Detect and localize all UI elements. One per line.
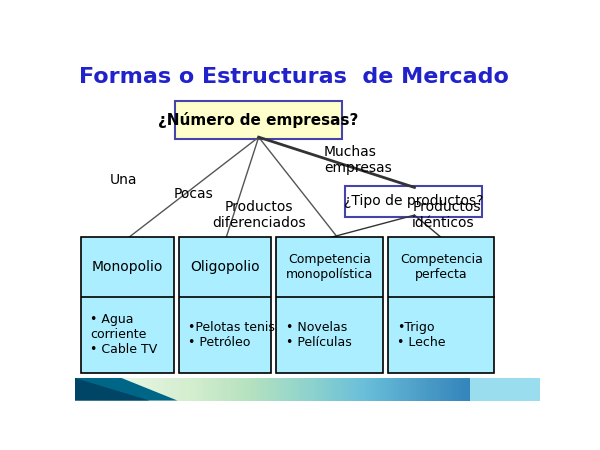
Text: Monopolio: Monopolio <box>92 261 163 274</box>
FancyBboxPatch shape <box>344 186 482 217</box>
Text: • Novelas
• Películas: • Novelas • Películas <box>286 321 352 349</box>
Polygon shape <box>470 378 540 400</box>
Text: •Trigo
• Leche: •Trigo • Leche <box>397 321 446 349</box>
Text: Pocas: Pocas <box>174 187 214 201</box>
FancyBboxPatch shape <box>388 237 494 374</box>
Text: Oligopolio: Oligopolio <box>190 261 260 274</box>
FancyBboxPatch shape <box>179 237 271 374</box>
Text: Una: Una <box>110 173 137 188</box>
FancyBboxPatch shape <box>81 237 173 374</box>
Text: Productos
diferenciados: Productos diferenciados <box>212 200 305 230</box>
Text: Productos
idénticos: Productos idénticos <box>412 200 481 230</box>
Text: Muchas
empresas: Muchas empresas <box>324 144 392 175</box>
Polygon shape <box>75 378 149 400</box>
Text: •Pelotas tenis
• Petróleo: •Pelotas tenis • Petróleo <box>188 321 275 349</box>
Text: • Agua
corriente
• Cable TV: • Agua corriente • Cable TV <box>91 314 158 356</box>
Text: ¿Tipo de productos?: ¿Tipo de productos? <box>344 194 483 208</box>
FancyBboxPatch shape <box>277 237 383 374</box>
FancyBboxPatch shape <box>175 101 343 139</box>
Text: Competencia
perfecta: Competencia perfecta <box>400 253 482 281</box>
Text: ¿Número de empresas?: ¿Número de empresas? <box>158 112 359 128</box>
Text: Formas o Estructuras  de Mercado: Formas o Estructuras de Mercado <box>79 67 508 86</box>
Text: Competencia
monopolística: Competencia monopolística <box>286 253 373 281</box>
Polygon shape <box>75 378 178 400</box>
